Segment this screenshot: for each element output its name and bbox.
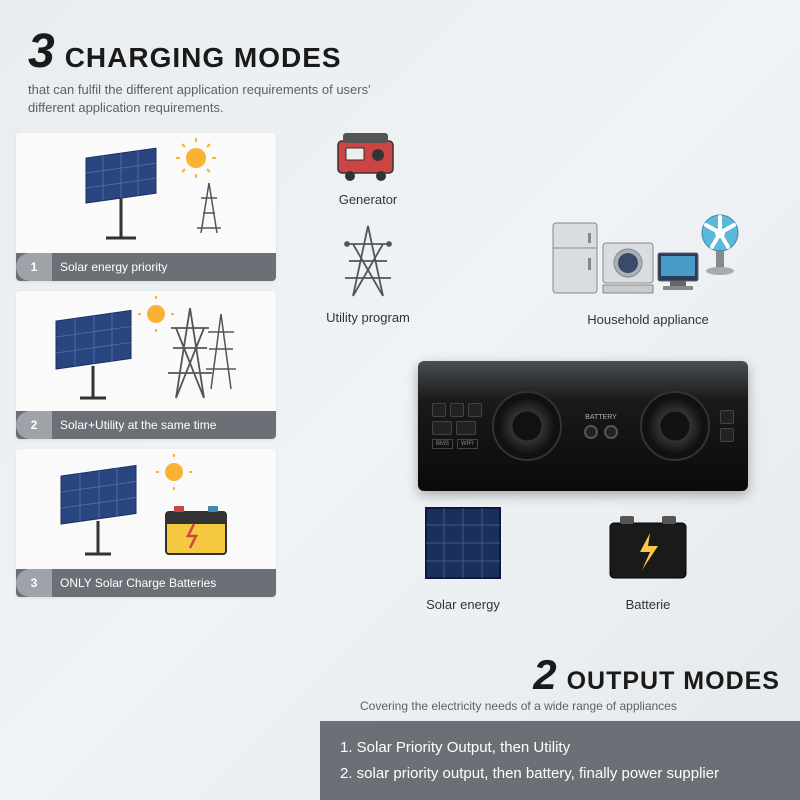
charging-subtitle: that can fulfil the different applicatio… [28, 81, 408, 117]
mode-2-image [16, 291, 276, 411]
utility-caption: Utility program [323, 310, 413, 325]
mode-1-badge: 1 [16, 253, 52, 281]
header: 3 CHARGING MODES that can fulfil the dif… [0, 0, 800, 125]
battery-block: Batterie [598, 508, 698, 612]
mode-card-2: 2 Solar+Utility at the same time [16, 291, 276, 439]
mode-3-label: ONLY Solar Charge Batteries [60, 570, 224, 596]
fan-icon-2 [640, 391, 710, 461]
port-group-left: BMSWIFI [432, 403, 482, 449]
solar-block: Solar energy [418, 503, 508, 612]
battery-terminal: BATTERY [572, 414, 630, 439]
charging-title-row: 3 CHARGING MODES [28, 24, 772, 79]
main-grid: 1 Solar energy priority [0, 125, 800, 597]
household-caption: Household appliance [548, 312, 748, 327]
modes-column: 1 Solar energy priority [16, 133, 276, 597]
mode-card-1: 1 Solar energy priority [16, 133, 276, 281]
battery-icon [598, 508, 698, 588]
generator-icon [328, 123, 408, 183]
charging-title: CHARGING MODES [65, 42, 342, 74]
solar-panel-icon [418, 503, 508, 588]
diagram-area: Generator Utility program [288, 133, 784, 597]
generator-caption: Generator [328, 192, 408, 207]
output-title-row: 2 OUTPUT MODES [340, 651, 780, 699]
output-line-1: 1. Solar Priority Output, then Utility [340, 735, 780, 761]
solar-tower-icon [56, 138, 236, 248]
mode-1-image [16, 133, 276, 253]
solar-utility-icon [46, 296, 246, 406]
utility-block: Utility program [323, 221, 413, 325]
mode-3-image [16, 449, 276, 569]
appliance-icon [548, 203, 748, 303]
output-section: 2 OUTPUT MODES Covering the electricity … [320, 651, 800, 800]
mode-1-label-bar: 1 Solar energy priority [16, 253, 276, 281]
household-block: Household appliance [548, 203, 748, 327]
inverter-device: BMSWIFI BATTERY [418, 361, 748, 491]
mode-2-badge: 2 [16, 411, 52, 439]
fan-icon [492, 391, 562, 461]
output-list: 1. Solar Priority Output, then Utility 2… [320, 721, 800, 800]
charging-number: 3 [28, 24, 55, 79]
battery-caption: Batterie [598, 597, 698, 612]
utility-tower-icon [323, 221, 413, 301]
solar-caption: Solar energy [418, 597, 508, 612]
solar-battery-icon [46, 454, 246, 564]
output-header: 2 OUTPUT MODES Covering the electricity … [320, 651, 800, 721]
mode-3-label-bar: 3 ONLY Solar Charge Batteries [16, 569, 276, 597]
output-number: 2 [533, 651, 556, 699]
mode-2-label: Solar+Utility at the same time [60, 412, 224, 438]
output-line-2: 2. solar priority output, then battery, … [340, 761, 780, 787]
mode-2-label-bar: 2 Solar+Utility at the same time [16, 411, 276, 439]
mode-1-label: Solar energy priority [60, 254, 175, 280]
port-group-right [720, 410, 734, 442]
generator-block: Generator [328, 123, 408, 207]
mode-3-badge: 3 [16, 569, 52, 597]
output-subtitle: Covering the electricity needs of a wide… [340, 699, 780, 713]
output-title: OUTPUT MODES [567, 667, 780, 696]
mode-card-3: 3 ONLY Solar Charge Batteries [16, 449, 276, 597]
